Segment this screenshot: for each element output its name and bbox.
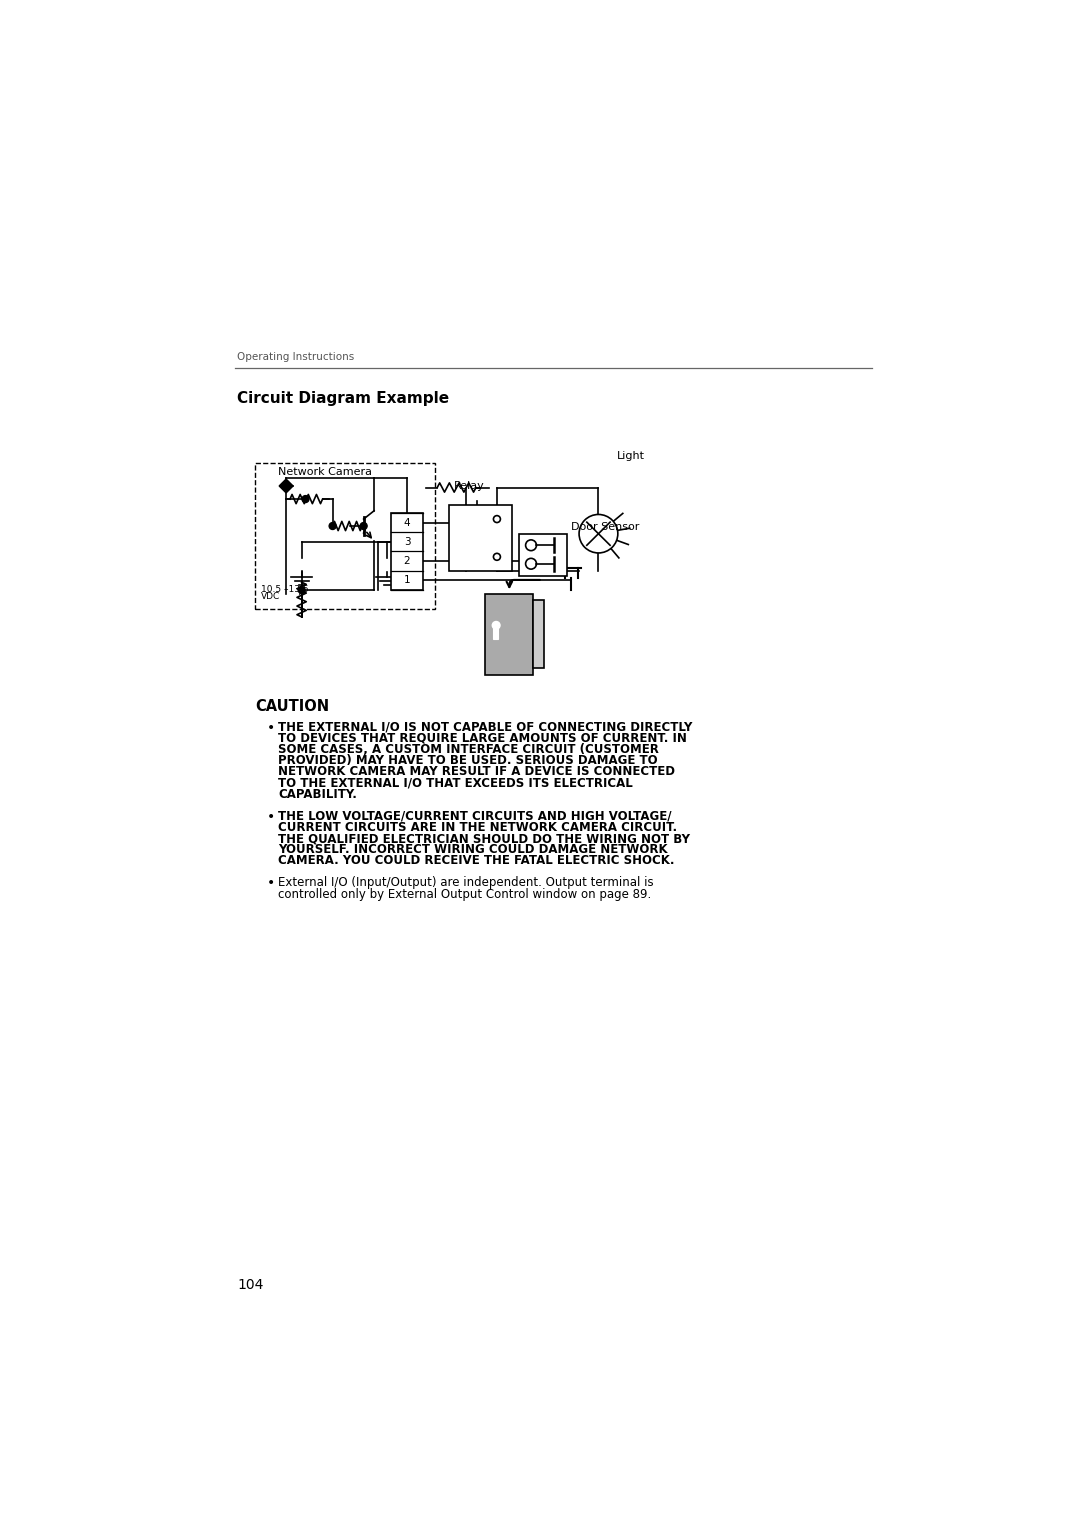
Text: CAUTION: CAUTION: [255, 700, 329, 714]
Text: Circuit Diagram Example: Circuit Diagram Example: [238, 391, 449, 406]
Text: External I/O (Input/Output) are independent. Output terminal is: External I/O (Input/Output) are independ…: [279, 877, 654, 889]
Bar: [534, 601, 544, 668]
Circle shape: [298, 587, 306, 593]
Text: VDC: VDC: [261, 591, 281, 601]
Bar: [391, 513, 423, 590]
Bar: [255, 463, 435, 610]
Text: 104: 104: [238, 1277, 264, 1293]
Text: CAMERA. YOU COULD RECEIVE THE FATAL ELECTRIC SHOCK.: CAMERA. YOU COULD RECEIVE THE FATAL ELEC…: [279, 854, 675, 868]
Circle shape: [494, 553, 500, 561]
Text: PROVIDED) MAY HAVE TO BE USED. SERIOUS DAMAGE TO: PROVIDED) MAY HAVE TO BE USED. SERIOUS D…: [279, 755, 658, 767]
Text: TO DEVICES THAT REQUIRE LARGE AMOUNTS OF CURRENT. IN: TO DEVICES THAT REQUIRE LARGE AMOUNTS OF…: [279, 732, 687, 746]
Text: Relay: Relay: [454, 481, 485, 492]
Circle shape: [492, 622, 500, 630]
Text: 2: 2: [404, 556, 410, 565]
Bar: [485, 594, 534, 675]
Text: THE EXTERNAL I/O IS NOT CAPABLE OF CONNECTING DIRECTLY: THE EXTERNAL I/O IS NOT CAPABLE OF CONNE…: [279, 721, 692, 733]
Text: •: •: [267, 721, 275, 735]
Text: CURRENT CIRCUITS ARE IN THE NETWORK CAMERA CIRCUIT.: CURRENT CIRCUITS ARE IN THE NETWORK CAME…: [279, 821, 677, 834]
Text: THE QUALIFIED ELECTRICIAN SHOULD DO THE WIRING NOT BY: THE QUALIFIED ELECTRICIAN SHOULD DO THE …: [279, 833, 690, 845]
Circle shape: [302, 495, 309, 503]
Text: controlled only by External Output Control window on page 89.: controlled only by External Output Contr…: [279, 888, 651, 900]
Text: 1: 1: [404, 576, 410, 585]
Text: 10.5 –13.5: 10.5 –13.5: [261, 585, 309, 594]
Text: 4: 4: [404, 518, 410, 527]
Text: CAPABILITY.: CAPABILITY.: [279, 788, 357, 801]
Bar: [494, 628, 498, 639]
Circle shape: [579, 515, 618, 553]
Text: Operating Instructions: Operating Instructions: [238, 351, 354, 362]
Circle shape: [526, 558, 537, 568]
Circle shape: [360, 523, 367, 530]
Polygon shape: [279, 480, 293, 494]
Text: NETWORK CAMERA MAY RESULT IF A DEVICE IS CONNECTED: NETWORK CAMERA MAY RESULT IF A DEVICE IS…: [279, 766, 675, 778]
Circle shape: [494, 515, 500, 523]
Circle shape: [329, 523, 336, 530]
Bar: [518, 533, 567, 576]
Bar: [449, 506, 512, 570]
Text: •: •: [267, 810, 275, 824]
Text: Light: Light: [617, 451, 645, 460]
Text: TO THE EXTERNAL I/O THAT EXCEEDS ITS ELECTRICAL: TO THE EXTERNAL I/O THAT EXCEEDS ITS ELE…: [279, 776, 633, 790]
Text: Network Camera: Network Camera: [279, 466, 373, 477]
Text: SOME CASES, A CUSTOM INTERFACE CIRCUIT (CUSTOMER: SOME CASES, A CUSTOM INTERFACE CIRCUIT (…: [279, 743, 659, 756]
Text: THE LOW VOLTAGE/CURRENT CIRCUITS AND HIGH VOLTAGE/: THE LOW VOLTAGE/CURRENT CIRCUITS AND HIG…: [279, 810, 672, 822]
Text: •: •: [267, 877, 275, 891]
Text: 3: 3: [404, 536, 410, 547]
Circle shape: [526, 539, 537, 550]
Text: YOURSELF. INCORRECT WIRING COULD DAMAGE NETWORK: YOURSELF. INCORRECT WIRING COULD DAMAGE …: [279, 843, 669, 856]
Text: Door Sensor: Door Sensor: [570, 523, 639, 532]
